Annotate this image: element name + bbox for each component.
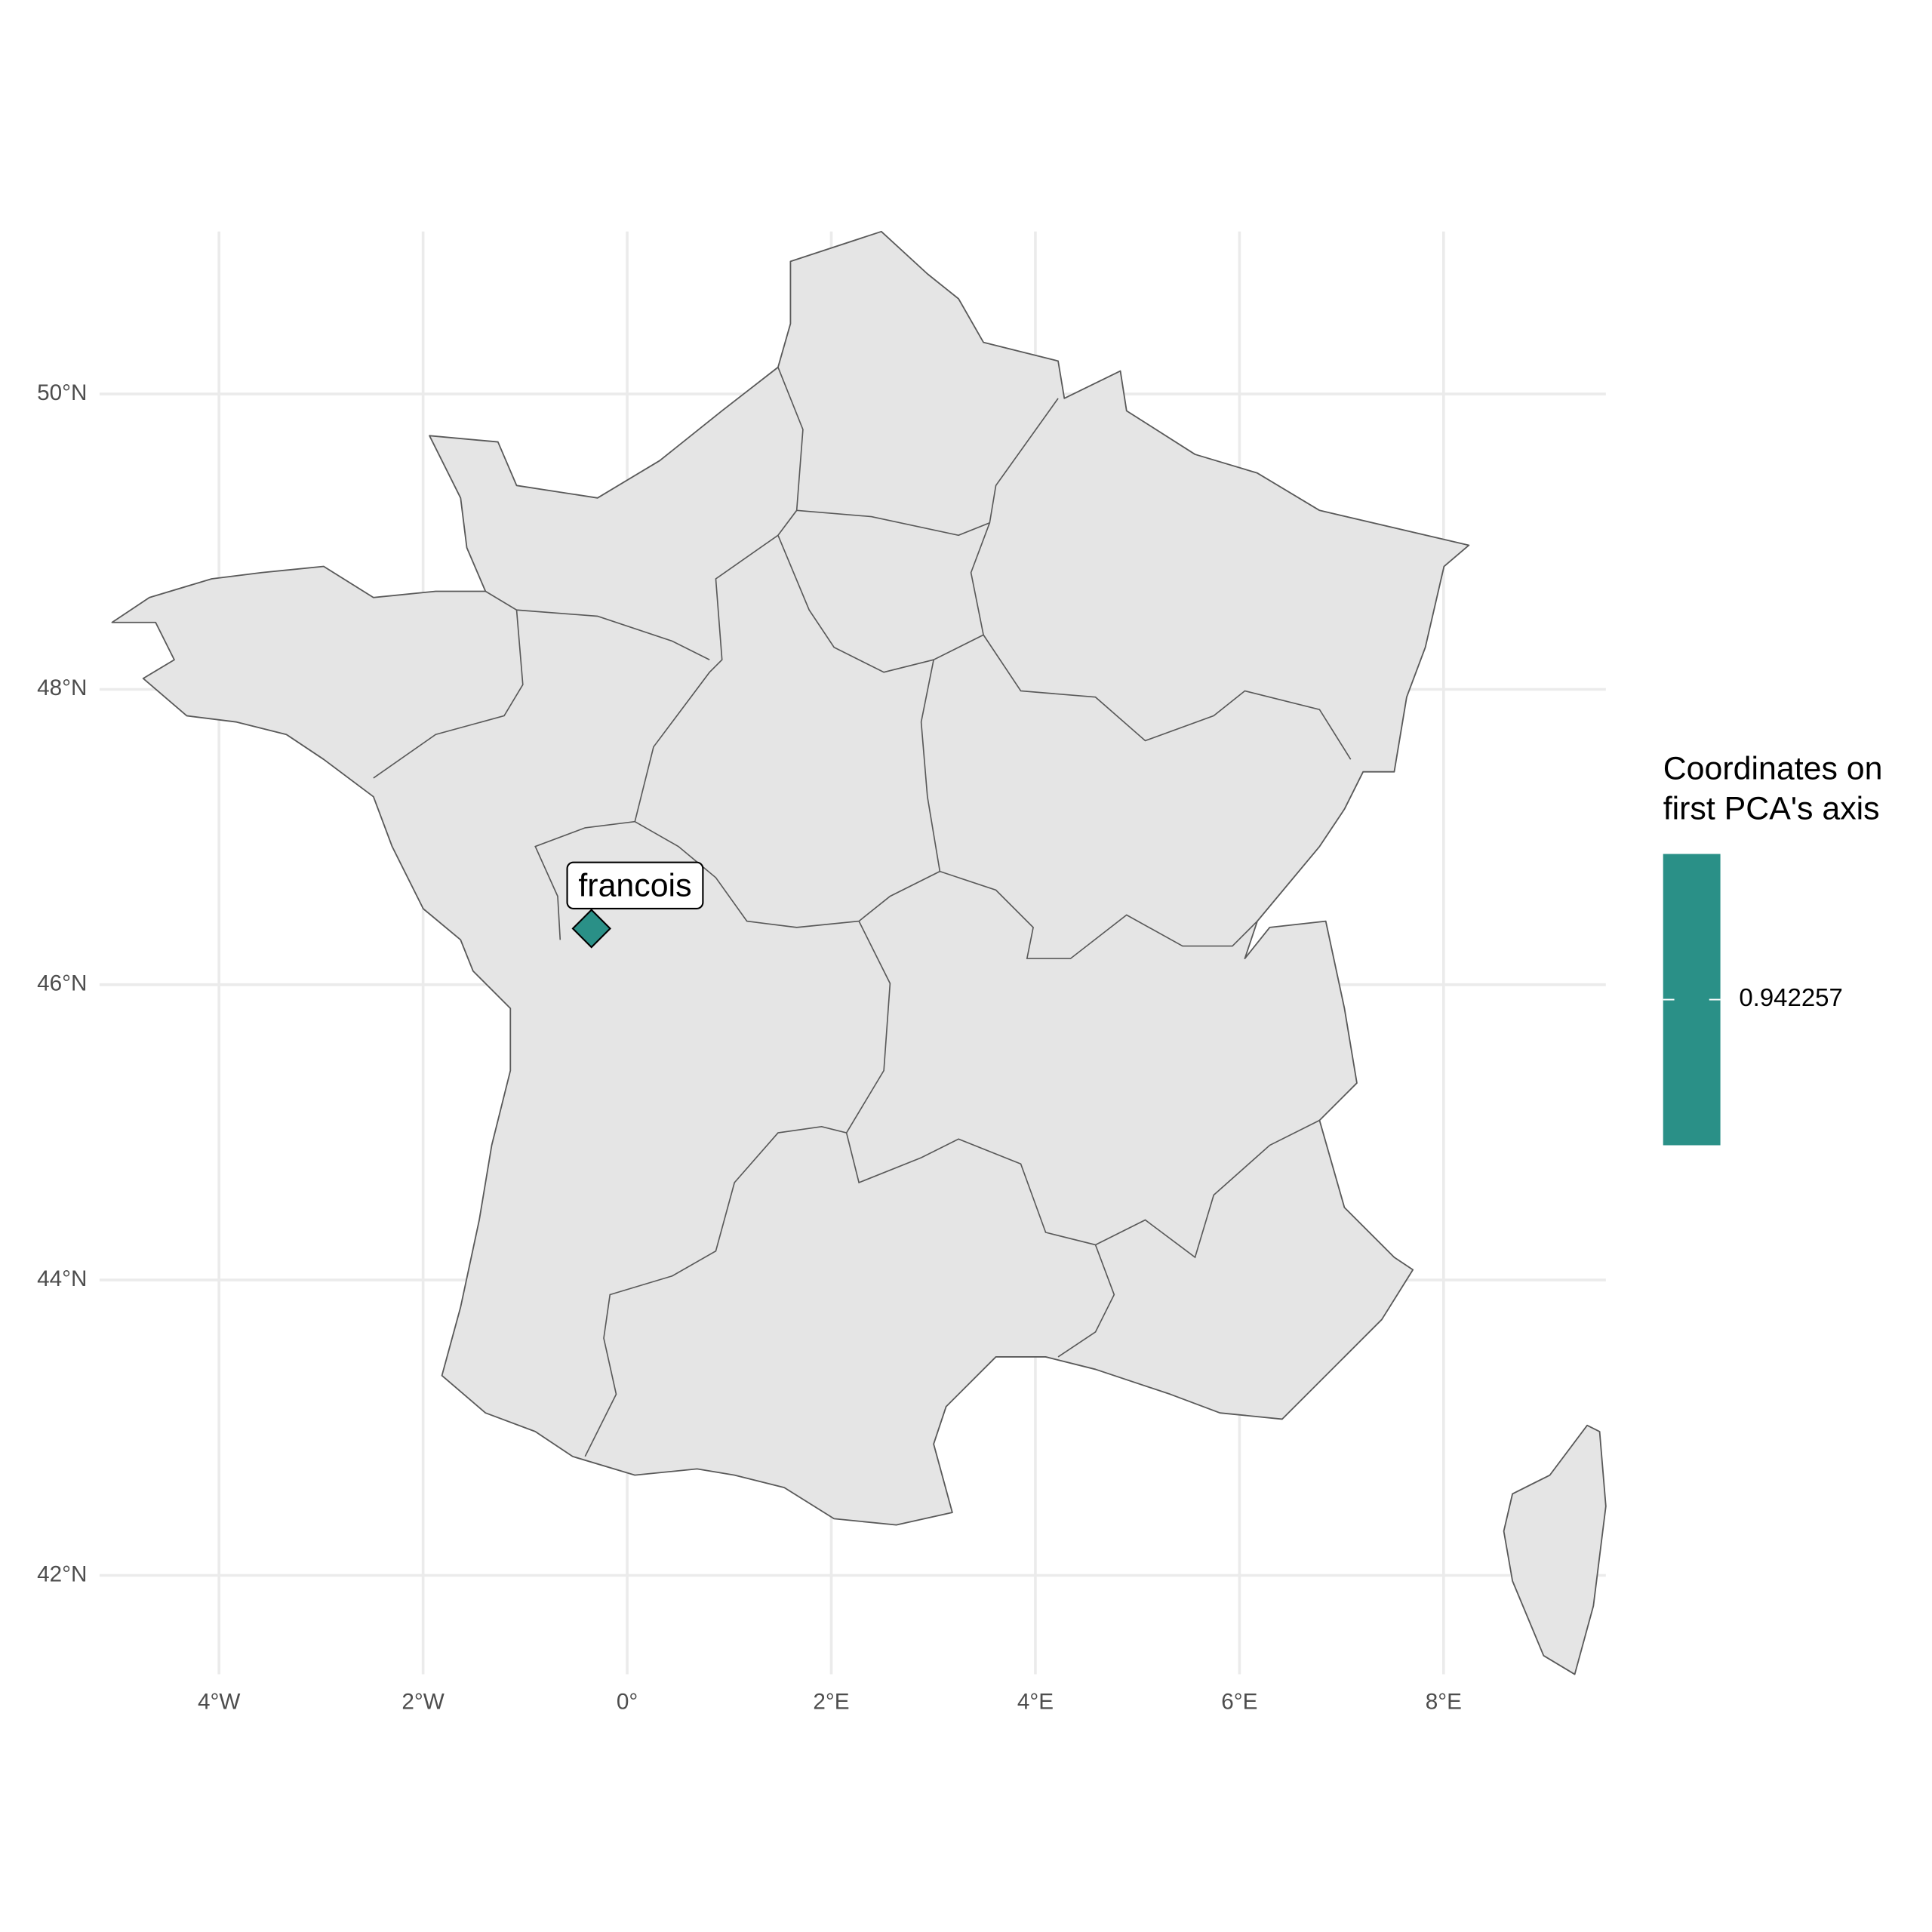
- legend-title: first PCA's axis: [1663, 790, 1880, 826]
- region-borders: [373, 367, 1352, 1457]
- x-tick-label: 8°E: [1426, 1689, 1462, 1714]
- y-tick-label: 48°N: [37, 675, 87, 700]
- x-tick-label: 4°W: [198, 1689, 240, 1714]
- x-tick-label: 4°E: [1017, 1689, 1054, 1714]
- y-tick-label: 50°N: [37, 380, 87, 405]
- corsica: [1503, 1424, 1607, 1675]
- label-box: [566, 861, 704, 909]
- y-tick-label: 44°N: [37, 1266, 87, 1291]
- x-tick-label: 0°: [617, 1689, 638, 1714]
- point-label: francois: [578, 867, 691, 903]
- y-tick-label: 46°N: [37, 971, 87, 996]
- mainland: [111, 230, 1470, 1526]
- y-tick-label: 42°N: [37, 1561, 87, 1586]
- point: [571, 909, 611, 949]
- x-tick-label: 2°E: [813, 1689, 849, 1714]
- legend-title: Coordinates on: [1663, 751, 1883, 787]
- colorbar-label: 0.942257: [1739, 983, 1843, 1011]
- legend: Coordinates on first PCA's axis 0.942257: [1663, 751, 1883, 1146]
- x-tick-label: 2°W: [401, 1689, 444, 1714]
- marks: francois: [566, 861, 704, 949]
- x-tick-label: 6°E: [1221, 1689, 1257, 1714]
- france: [111, 230, 1607, 1675]
